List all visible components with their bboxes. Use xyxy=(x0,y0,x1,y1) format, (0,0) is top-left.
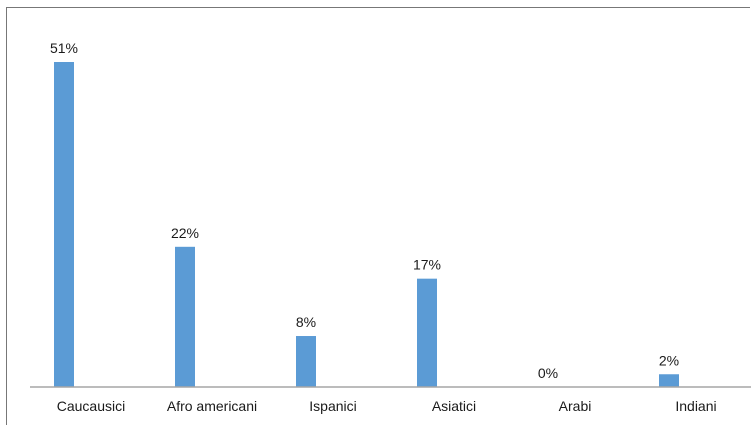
category-labels-group: Caucausici Afro americani Ispanici Asiatici… xyxy=(57,398,717,414)
category-label-3: Asiatici xyxy=(432,398,476,414)
category-label-1: Afro americani xyxy=(167,398,257,414)
category-label-0: Caucausici xyxy=(57,398,125,414)
category-label-4: Arabi xyxy=(559,398,592,414)
bar-3 xyxy=(417,278,437,387)
bar-5 xyxy=(659,374,679,387)
bar-0 xyxy=(54,62,74,387)
category-label-5: Indiani xyxy=(675,398,716,414)
data-label-0: 51% xyxy=(50,40,78,56)
data-label-1: 22% xyxy=(171,225,199,241)
bar-1 xyxy=(175,246,195,387)
data-label-3: 17% xyxy=(413,257,441,273)
data-labels-group: 51% 22% 8% 17% 0% 2% xyxy=(50,40,679,381)
bar-2 xyxy=(296,336,316,387)
data-label-5: 2% xyxy=(659,352,679,368)
bars-group xyxy=(54,62,679,387)
category-label-2: Ispanici xyxy=(309,398,356,414)
data-label-4: 0% xyxy=(538,365,558,381)
data-label-2: 8% xyxy=(296,314,316,330)
chart-frame xyxy=(6,7,750,425)
